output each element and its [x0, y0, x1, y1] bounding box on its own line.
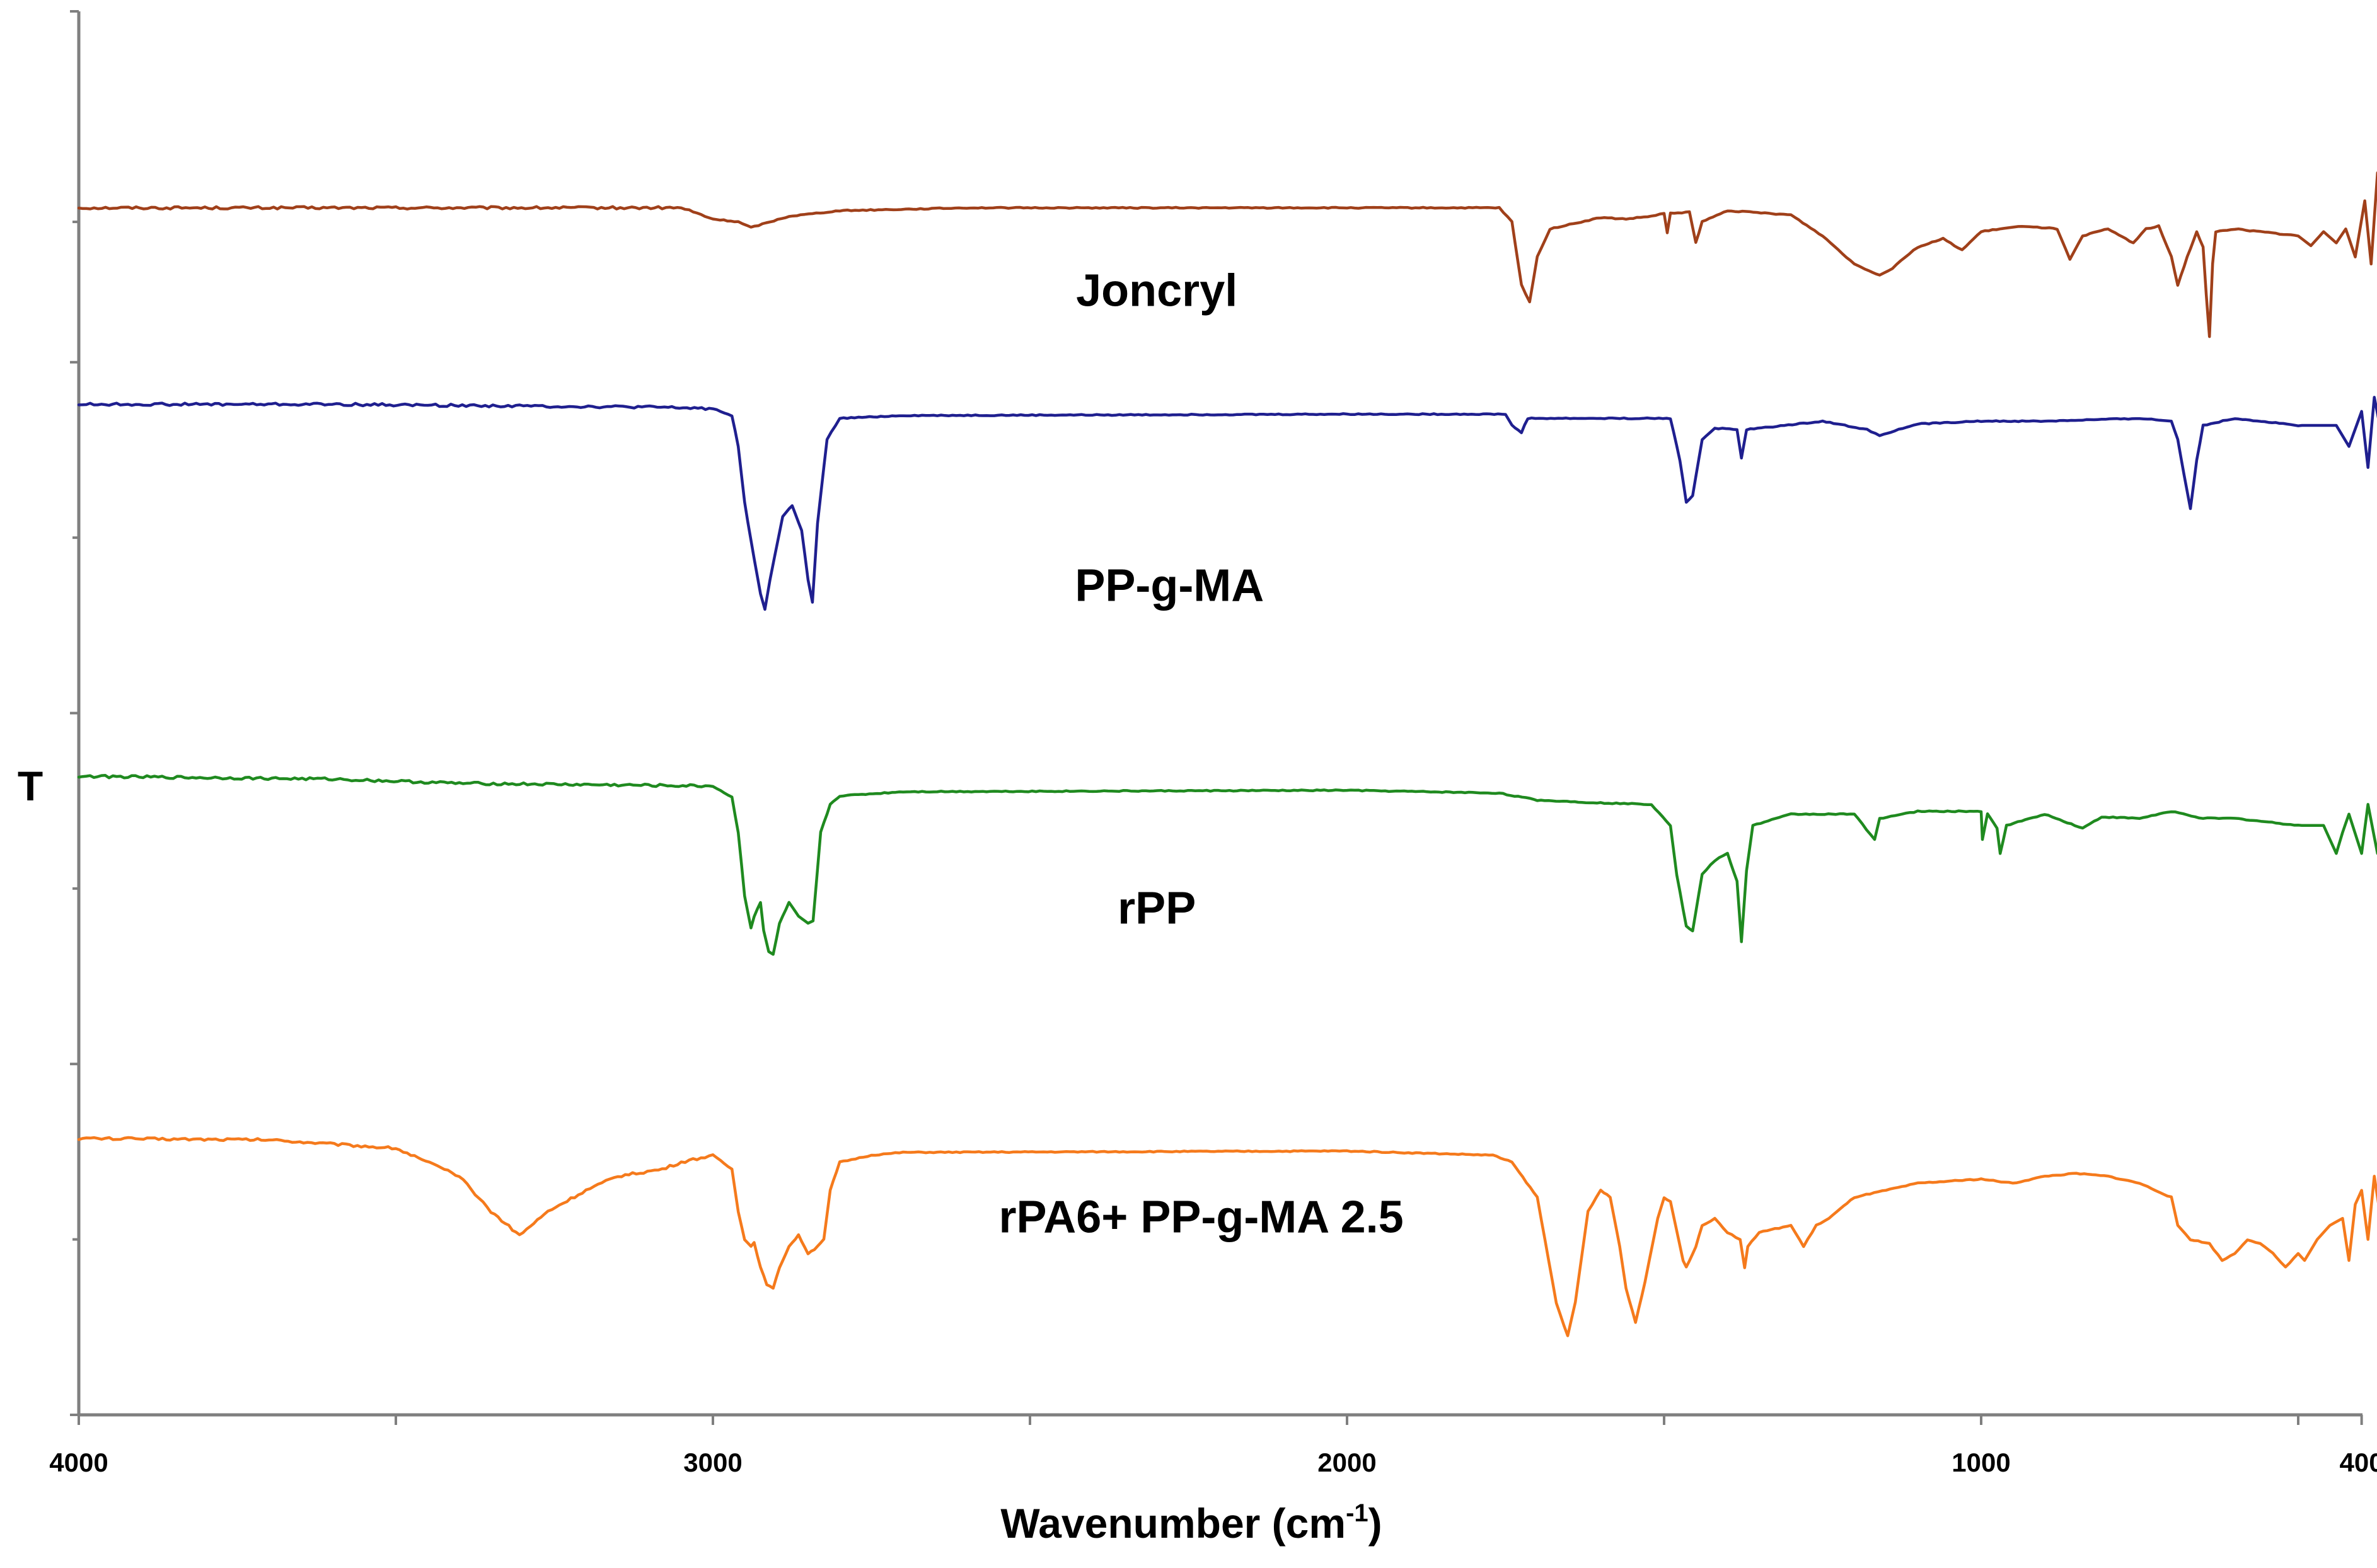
- spectrum-traces: [77, 171, 2377, 1337]
- y-axis-title: T: [18, 763, 43, 809]
- series-label: rPA6+ PP-g-MA 2.5: [999, 1192, 1404, 1242]
- x-tick-label: 3000: [683, 1448, 742, 1477]
- x-tick-label: 4000: [49, 1448, 108, 1477]
- series-label: Joncryl: [1076, 266, 1237, 316]
- x-axis-title: Wavenumber (cm-1): [1000, 1499, 1382, 1547]
- x-axis-title-superscript: -1: [1346, 1499, 1368, 1527]
- x-tick-label: 2000: [1317, 1448, 1376, 1477]
- x-axis-title-main: Wavenumber (cm: [1000, 1500, 1346, 1547]
- series-line-rpa6-pp-g-ma-2-5: [77, 1136, 2377, 1337]
- series-labels: Joncryl PP-g-MA rPP rPA6+ PP-g-MA 2.5: [999, 266, 1404, 1243]
- x-tick-label: 1000: [1952, 1448, 2010, 1477]
- series-line-joncryl: [77, 171, 2377, 338]
- axes: 4000 3000 2000 1000 400: [49, 10, 2377, 1477]
- series-line-rpp: [77, 773, 2377, 956]
- x-tick-label: 400: [2340, 1448, 2377, 1477]
- series-line-pp-g-ma: [77, 396, 2377, 611]
- series-label: rPP: [1118, 884, 1196, 934]
- series-label: PP-g-MA: [1075, 560, 1264, 611]
- x-axis-title-suffix: ): [1368, 1500, 1382, 1547]
